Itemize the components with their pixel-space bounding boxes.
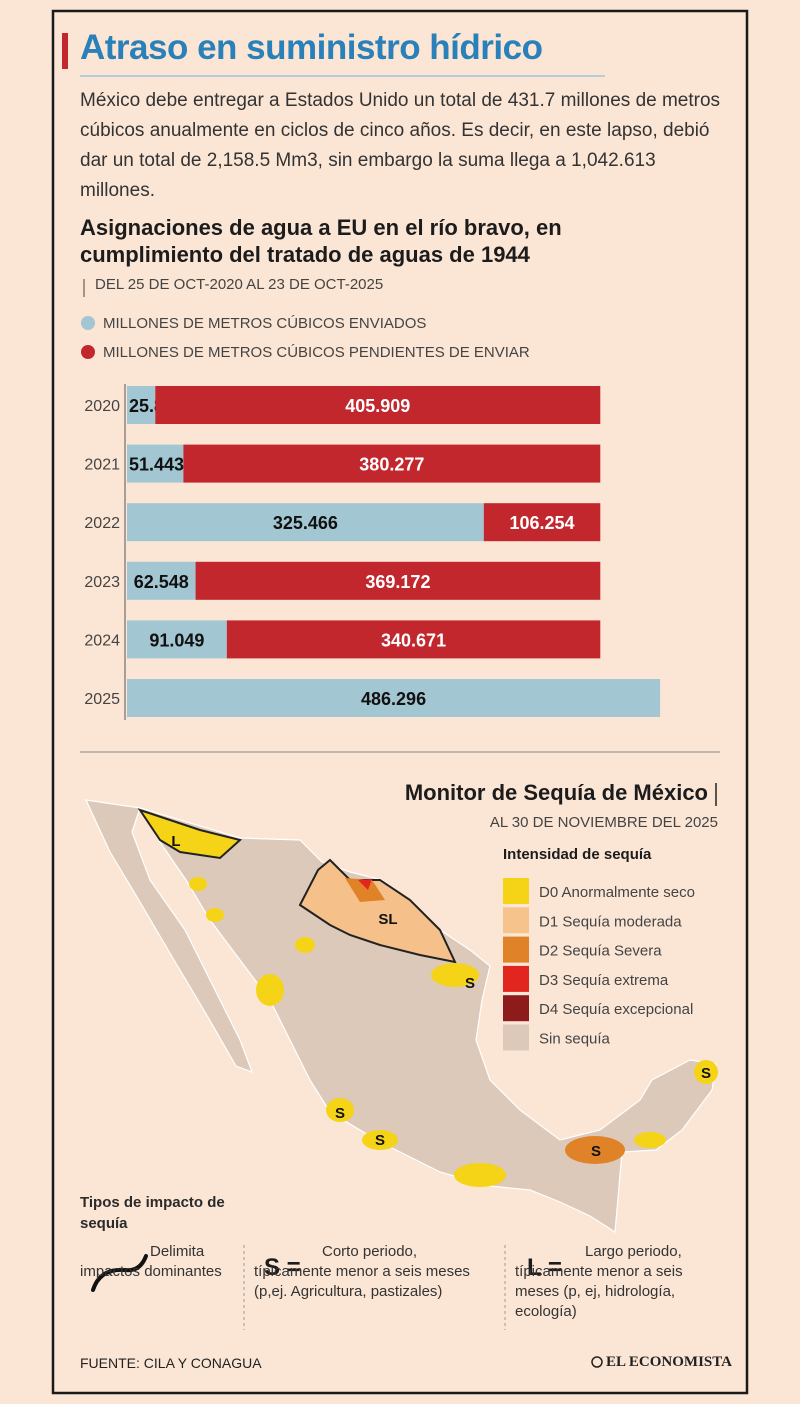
y-tick-label: 2024	[84, 632, 120, 649]
drought-area	[295, 937, 315, 953]
map-title: Monitor de Sequía de México	[404, 780, 708, 805]
y-tick-label: 2020	[84, 398, 120, 415]
chart-title: Asignaciones de agua a EU en el río brav…	[80, 215, 562, 267]
legend-label: D2 Sequía Severa	[539, 943, 662, 960]
source: FUENTE: CILA Y CONAGUA	[80, 1355, 262, 1371]
bar-segment	[127, 620, 227, 659]
brand: EL ECONOMISTA	[606, 1354, 732, 1370]
legend-label: D1 Sequía moderada	[539, 913, 682, 930]
legend-label: D0 Anormalmente seco	[539, 884, 695, 901]
impact-l-text: Largo periodo, típicamente menor a seis …	[515, 1243, 683, 1320]
drought-area	[326, 1098, 354, 1122]
legend-swatch	[503, 965, 529, 992]
legend-label: D3 Sequía extrema	[539, 972, 669, 989]
value-label: 91.049	[149, 630, 204, 650]
drought-area	[431, 963, 479, 987]
value-label: 51.443	[129, 455, 184, 475]
value-label: 369.172	[365, 572, 430, 592]
impact-line-icon	[91, 1254, 148, 1292]
map-subtitle: AL 30 DE NOVIEMBRE DEL 2025	[489, 814, 718, 831]
value-label: 62.548	[134, 572, 189, 592]
drought-area	[454, 1163, 506, 1187]
impact-s-symbol: S =	[264, 1254, 301, 1281]
impact-s-text: Corto periodo, típicamente menor a seis …	[254, 1243, 470, 1300]
legend-marker	[81, 345, 95, 359]
impact-line-text: Delimita impactos dominantes	[80, 1243, 222, 1280]
bar-segment	[127, 561, 196, 600]
bar-segment	[226, 620, 601, 659]
drought-l	[137, 808, 243, 860]
legend-swatch	[503, 995, 529, 1022]
impact-l-symbol: L =	[527, 1254, 562, 1281]
map-label: SL	[378, 911, 397, 928]
drought-area	[694, 1060, 718, 1084]
y-tick-label: 2023	[84, 574, 120, 591]
value-label: 325.466	[273, 513, 338, 533]
bar-segment	[127, 679, 661, 717]
value-label: 486.296	[361, 689, 426, 709]
drought-area	[256, 974, 284, 1006]
y-tick-label: 2022	[84, 515, 120, 532]
bar-chart: MILLONES DE METROS CÚBICOS ENVIADOS MILLO…	[81, 315, 661, 720]
title: Atraso en suministro hídrico	[80, 28, 543, 67]
chart-subtitle: DEL 25 DE OCT-2020 AL 23 DE OCT-2025	[95, 276, 384, 293]
drought-area	[206, 908, 224, 922]
map-label: S	[335, 1105, 345, 1122]
bar-segment	[483, 503, 601, 542]
value-label: 380.277	[359, 455, 424, 475]
drought-d3	[358, 879, 372, 890]
legend-swatch	[503, 1024, 529, 1051]
legend-swatch	[503, 878, 529, 904]
brand-icon	[591, 1356, 603, 1368]
drought-d2	[345, 878, 385, 902]
legend-label: MILLONES DE METROS CÚBICOS ENVIADOS	[103, 315, 426, 332]
legend-label: Sin sequía	[539, 1031, 611, 1048]
y-tick-label: 2021	[84, 457, 120, 474]
bar-segment	[195, 561, 601, 600]
drought-sl	[298, 858, 457, 964]
map-label: S	[375, 1132, 385, 1149]
baja-california	[84, 799, 254, 1074]
legend-marker	[81, 316, 95, 330]
map-legend: D0 Anormalmente seco D1 Sequía moderada D2…	[503, 878, 695, 1051]
bar-segment	[155, 386, 601, 424]
map-label: S	[591, 1143, 601, 1160]
bar-segment	[127, 386, 156, 424]
bar-segment	[127, 503, 484, 542]
value-label: 405.909	[345, 396, 410, 416]
legend-swatch	[503, 936, 529, 963]
drought-area	[565, 1136, 625, 1164]
title-accent	[62, 33, 68, 69]
legend-swatch	[503, 907, 529, 934]
map-label: L	[171, 833, 180, 850]
map-label: S	[465, 975, 475, 992]
value-label: 106.254	[510, 513, 575, 533]
value-label: 340.671	[381, 630, 446, 650]
intro: México debe entregar a Estados Unido un …	[80, 90, 721, 201]
map-labels: L SL S S S S S	[171, 833, 711, 1160]
mexico-map	[84, 799, 718, 1234]
map-legend-title: Intensidad de sequía	[503, 846, 652, 863]
frame	[51, 9, 749, 1395]
impact-title: Tipos de impacto de sequía	[80, 1194, 225, 1232]
legend-label: D4 Sequía excepcional	[539, 1001, 693, 1018]
y-tick-label: 2025	[84, 691, 120, 708]
drought-area	[362, 1130, 398, 1150]
bar-segment	[183, 444, 601, 483]
drought-area	[634, 1132, 666, 1148]
bar-segment	[127, 444, 184, 483]
legend-label: MILLONES DE METROS CÚBICOS PENDIENTES DE…	[103, 344, 530, 361]
map-label: S	[701, 1065, 711, 1082]
drought-area	[189, 877, 207, 891]
